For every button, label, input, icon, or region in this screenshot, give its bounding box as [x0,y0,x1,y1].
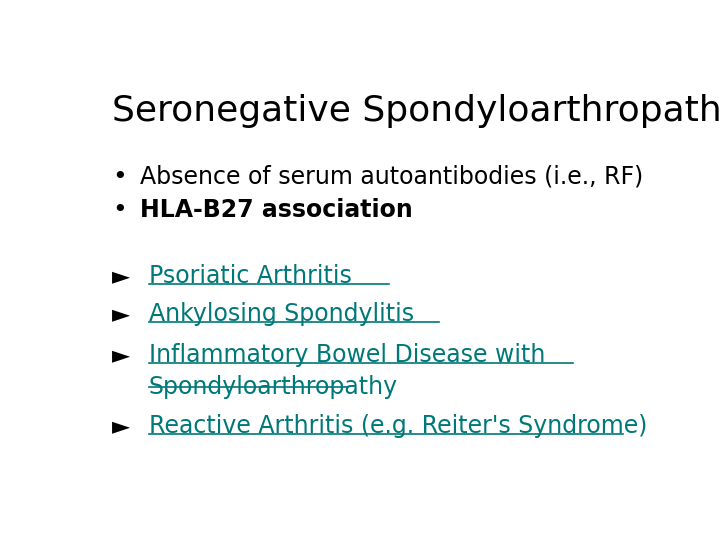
Text: Inflammatory Bowel Disease with
Spondyloarthropathy: Inflammatory Bowel Disease with Spondylo… [148,343,545,399]
Text: HLA-B27 association: HLA-B27 association [140,198,413,222]
Text: Reactive Arthritis (e.g. Reiter's Syndrome): Reactive Arthritis (e.g. Reiter's Syndro… [148,414,647,438]
Text: •: • [112,165,127,188]
Text: ►: ► [112,343,130,367]
Text: ►: ► [112,265,130,288]
Text: •: • [112,198,127,222]
Text: Seronegative Spondyloarthropathy: Seronegative Spondyloarthropathy [112,94,720,128]
Text: ►: ► [112,302,130,326]
Text: Psoriatic Arthritis: Psoriatic Arthritis [148,265,351,288]
Text: ►: ► [112,414,130,438]
Text: Ankylosing Spondylitis: Ankylosing Spondylitis [148,302,414,326]
Text: Absence of serum autoantibodies (i.e., RF): Absence of serum autoantibodies (i.e., R… [140,165,644,188]
